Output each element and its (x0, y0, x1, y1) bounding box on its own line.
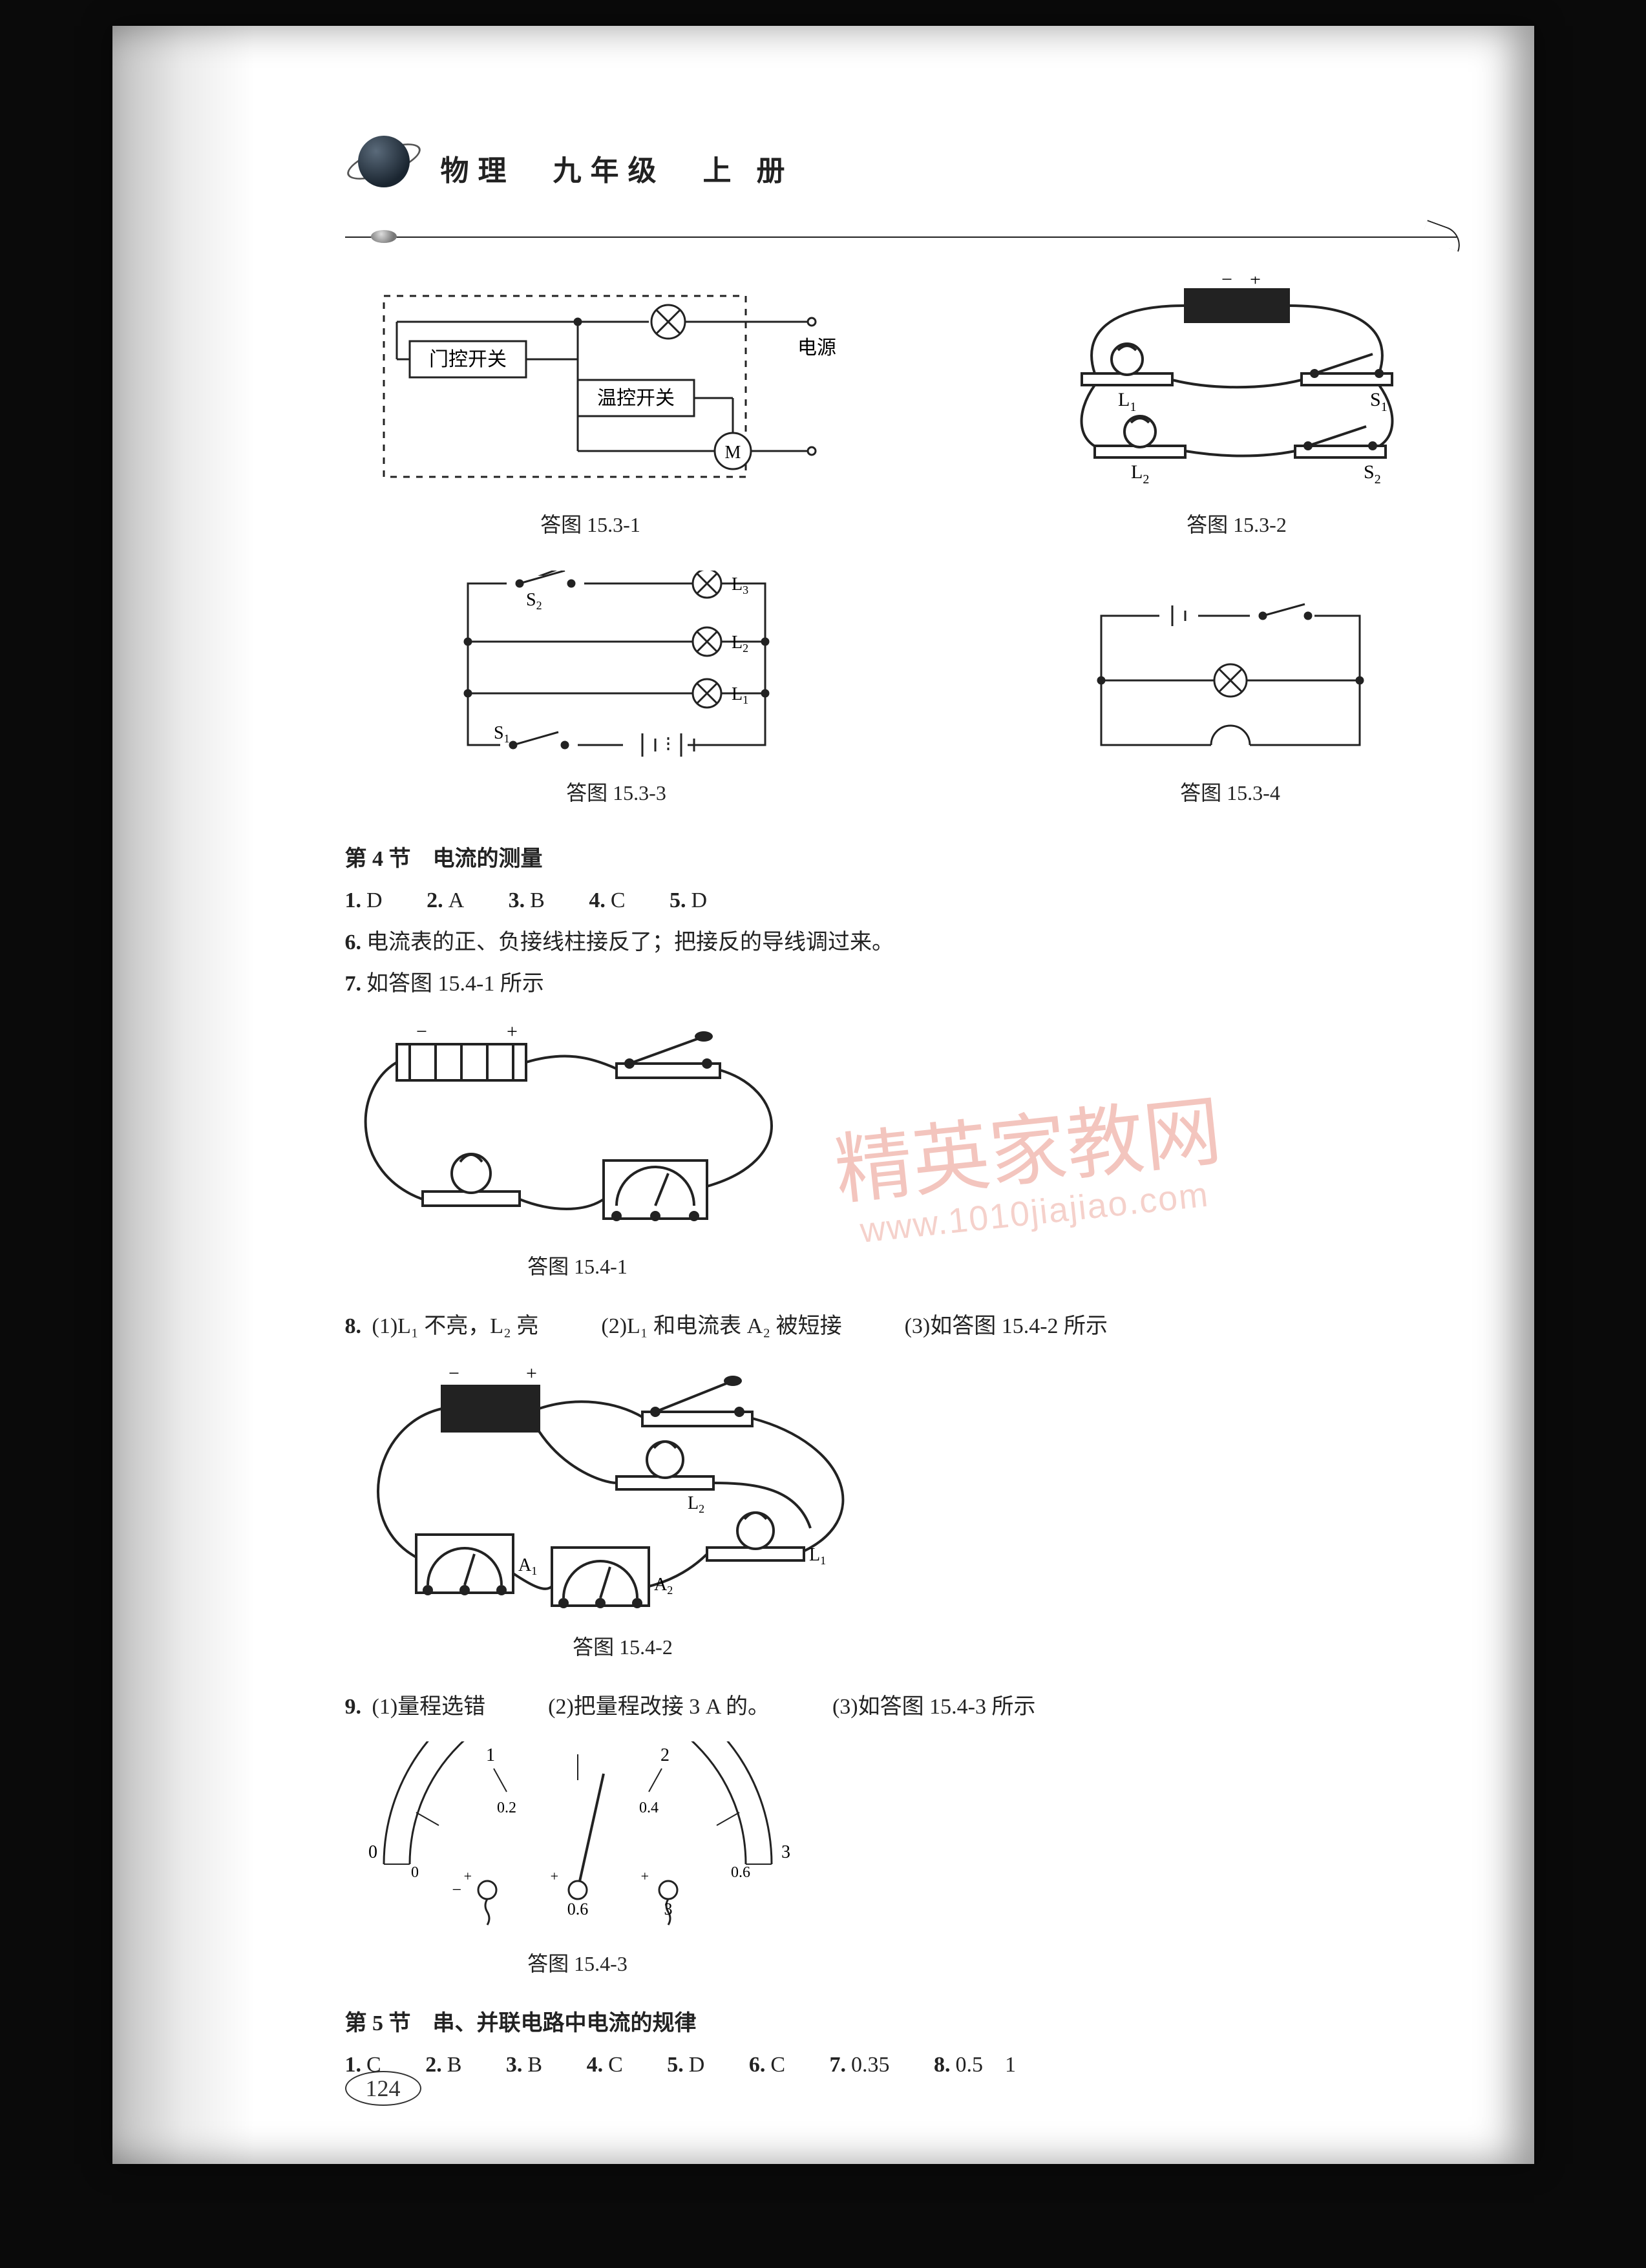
svg-text:3: 3 (664, 1900, 672, 1918)
svg-text:0.6: 0.6 (731, 1864, 750, 1881)
figure-caption: 答图 15.4-1 (345, 1247, 810, 1286)
page-header: 物理 九年级 上 册 (345, 129, 1418, 207)
figure-15-4-2: − + A1 A2 L2 L1 答图 15.4-2 (345, 1360, 1418, 1667)
svg-text:+: + (507, 1021, 518, 1042)
circuit-diagram-icon: 门控开关 温控开关 M 电源 (345, 277, 836, 496)
figure-caption: 答图 15.3-4 (1082, 773, 1379, 813)
figure-caption: 答图 15.3-2 (1056, 505, 1418, 545)
page-number: 124 (345, 2071, 421, 2106)
door-switch-label: 门控开关 (429, 349, 507, 370)
svg-text:−: − (416, 1021, 427, 1042)
figure-caption: 答图 15.3-1 (345, 505, 836, 545)
svg-text:0: 0 (411, 1864, 419, 1881)
power-label: 电源 (797, 337, 836, 359)
svg-text:−: − (448, 1363, 459, 1384)
minus-label: − (1221, 277, 1232, 290)
header-title: 物理 九年级 上 册 (441, 147, 794, 189)
svg-text:0.6: 0.6 (567, 1900, 588, 1918)
svg-text:+: + (463, 1868, 471, 1884)
svg-text:S2: S2 (1364, 461, 1381, 487)
svg-text:L3: L3 (732, 574, 748, 596)
svg-text:3: 3 (781, 1842, 790, 1862)
svg-text:L1: L1 (1118, 389, 1136, 414)
page: 物理 九年级 上 册 (112, 26, 1534, 2164)
svg-text:L2: L2 (1131, 461, 1149, 487)
figure-15-3-3: S2 S1 L3 L2 L1 答图 15.3-3 (448, 571, 785, 813)
answer-8: 8. (1)L₁ 不亮，L₂ 亮 (2)L₁ 和电流表 A₂ 被短接 (3)如答… (345, 1306, 1418, 1348)
svg-text:0: 0 (368, 1842, 377, 1862)
svg-text:0.4: 0.4 (639, 1800, 659, 1816)
section-4-title: 第 4 节 电流的测量 (345, 839, 1418, 881)
svg-text:+: + (526, 1363, 537, 1384)
svg-text:+: + (640, 1868, 648, 1884)
temp-switch-label: 温控开关 (597, 388, 675, 409)
figure-15-3-2: − + L1 L2 S1 S2 答图 15.3-2 (1056, 277, 1418, 545)
globe-icon (352, 129, 429, 207)
circuit-apparatus-icon: − + A1 A2 L2 L1 (345, 1360, 901, 1619)
answer-6: 6.电流表的正、负接线柱接反了；把接反的导线调过来。 (345, 922, 1418, 964)
figure-15-3-1: 门控开关 温控开关 M 电源 答图 15.3-1 (345, 277, 836, 545)
content: 门控开关 温控开关 M 电源 答图 15.3-1 (345, 277, 1418, 2086)
section-5-answers-row: 1.C 2.B 3.B 4.C 5.D 6.C 7.0.35 8.0.5 1 (345, 2044, 1418, 2086)
svg-text:A1: A1 (518, 1555, 537, 1577)
circuit-diagram-icon: S2 S1 L3 L2 L1 (448, 571, 785, 764)
header-rule (345, 220, 1457, 238)
figure-row-1: 门控开关 温控开关 M 电源 答图 15.3-1 (345, 277, 1418, 545)
figure-15-4-3: 0 1 2 3 0 0.2 0.4 0.6 − + + 0.6 + 3 (345, 1741, 1418, 1984)
circuit-diagram-icon: − + L1 L2 S1 S2 (1056, 277, 1418, 496)
figure-caption: 答图 15.3-3 (448, 773, 785, 813)
svg-text:L1: L1 (732, 684, 748, 706)
figure-caption: 答图 15.4-2 (345, 1628, 901, 1667)
svg-text:2: 2 (660, 1745, 670, 1765)
figure-15-4-1: − + 答图 15.4-1 精英家教网 www.1010jiajiao.com (345, 1018, 1418, 1286)
circuit-apparatus-icon: − + (345, 1018, 810, 1238)
svg-text:0.2: 0.2 (497, 1800, 516, 1816)
svg-text:L1: L1 (809, 1545, 826, 1567)
answer-9: 9. (1)量程选错 (2)把量程改接 3 A 的。 (3)如答图 15.4-3… (345, 1686, 1418, 1728)
ammeter-dial-icon: 0 1 2 3 0 0.2 0.4 0.6 − + + 0.6 + 3 (345, 1741, 810, 1935)
svg-text:1: 1 (486, 1745, 495, 1765)
circuit-diagram-icon (1082, 596, 1379, 764)
figure-caption: 答图 15.4-3 (345, 1944, 810, 1984)
svg-text:S1: S1 (494, 723, 510, 745)
motor-label: M (724, 443, 741, 463)
section-4-answers-row: 1.D 2.A 3.B 4.C 5.D (345, 880, 1418, 922)
binding-shadow (112, 26, 255, 2164)
svg-text:−: − (452, 1880, 461, 1899)
svg-text:+: + (550, 1868, 558, 1884)
svg-text:S2: S2 (526, 590, 542, 612)
plus-label: + (1250, 277, 1261, 290)
figure-15-3-4: 答图 15.3-4 (1082, 596, 1379, 813)
figure-row-2: S2 S1 L3 L2 L1 答图 15.3-3 (345, 571, 1418, 813)
svg-text:L2: L2 (732, 633, 748, 655)
svg-text:L2: L2 (688, 1493, 704, 1515)
answer-7: 7.如答图 15.4-1 所示 (345, 963, 1418, 1005)
section-5-title: 第 5 节 串、并联电路中电流的规律 (345, 2003, 1418, 2045)
